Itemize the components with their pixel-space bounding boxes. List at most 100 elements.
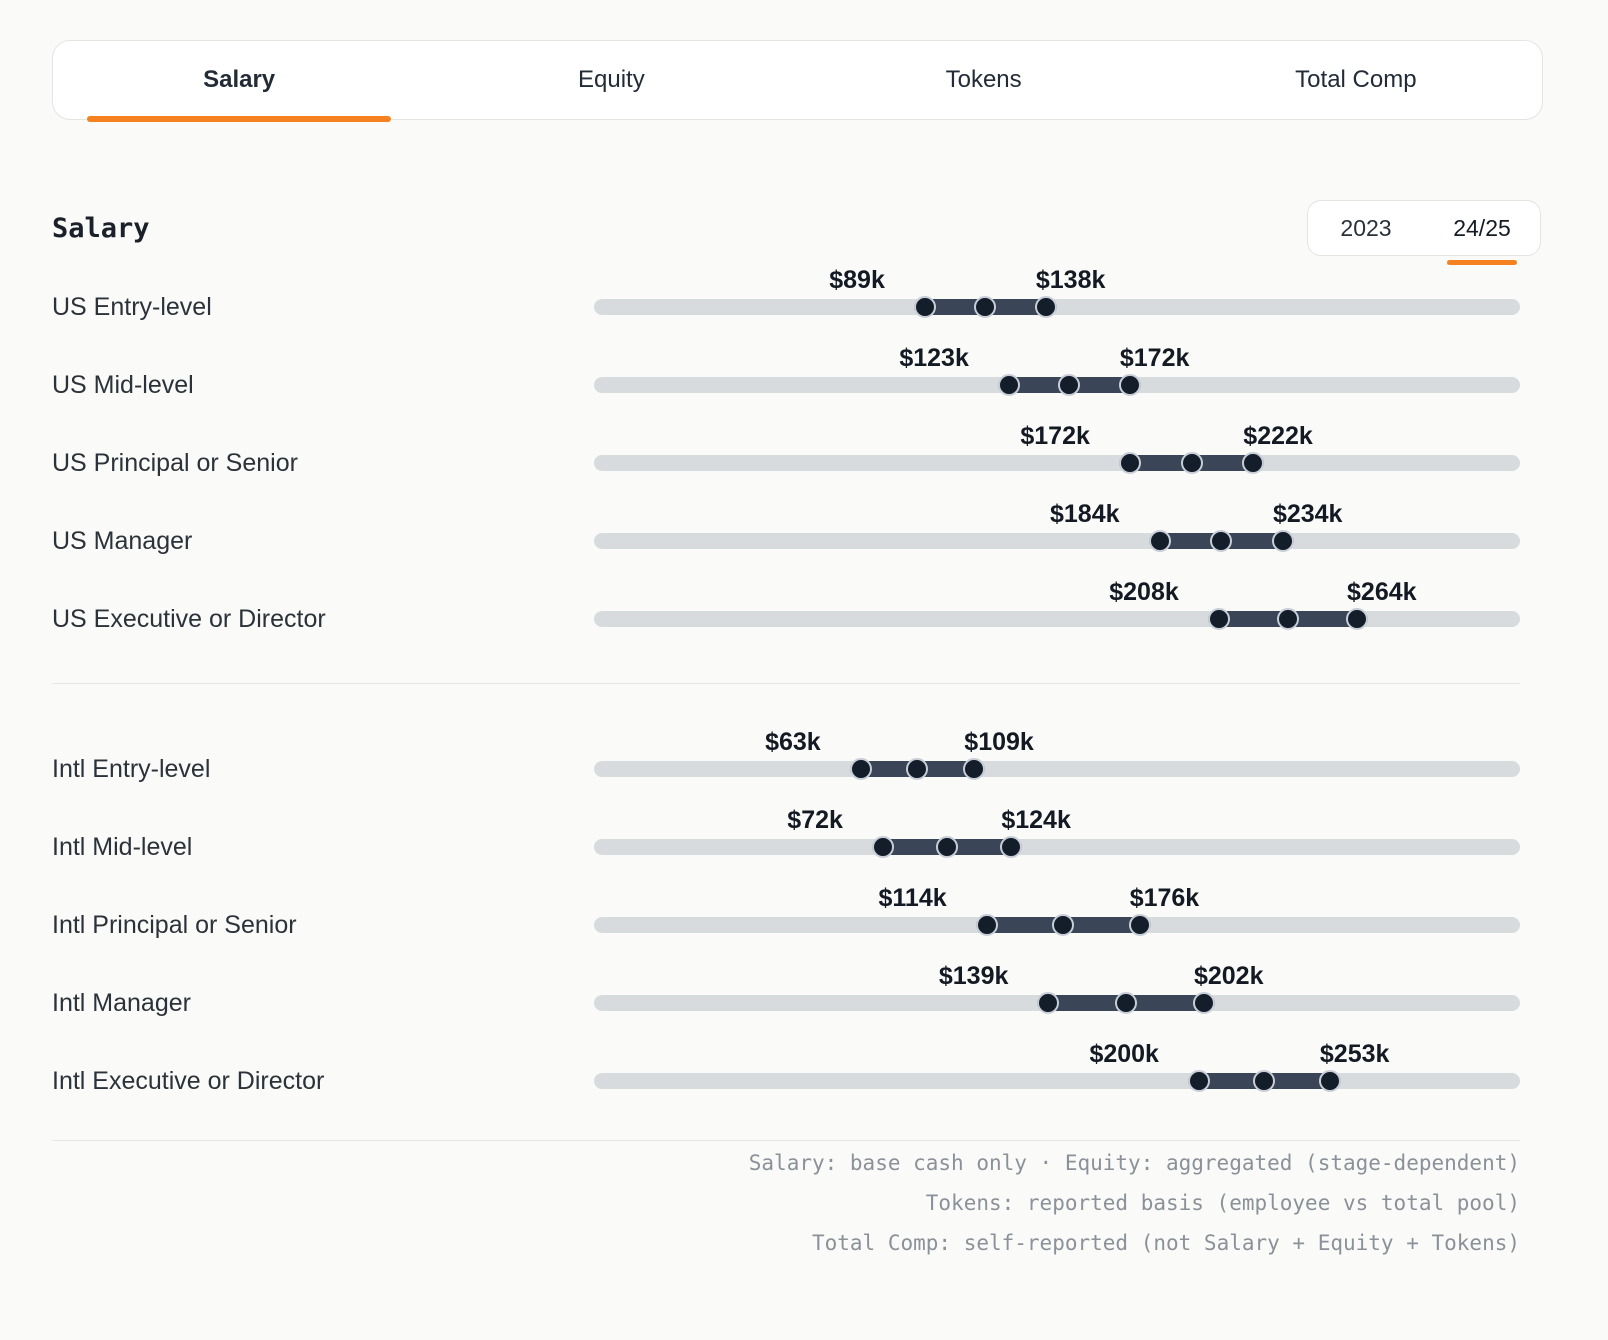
mid-handle[interactable] [974,296,997,318]
max-handle[interactable] [1318,1070,1341,1092]
tab-bar: Salary Equity Tokens Total Comp [52,40,1543,122]
tab-tokens[interactable]: Tokens [798,41,1170,119]
range-slider[interactable]: $172k $222k [594,422,1520,474]
max-handle[interactable] [1128,914,1151,936]
min-handle[interactable] [1118,452,1141,474]
footer-divider [52,1140,1520,1141]
max-value-label: $109k [964,728,1034,756]
row-label: Intl Manager [52,988,191,1017]
tab-tokens-label: Tokens [945,66,1022,93]
min-value-label: $114k [878,884,947,912]
range-slider[interactable]: $139k $202k [594,962,1520,1014]
range-slider[interactable]: $208k $264k [594,578,1520,630]
mid-handle[interactable] [1115,992,1138,1014]
row-label: Intl Mid-level [52,832,193,861]
intl-salary-rows: Intl Entry-level $63k $109k Intl Mid-lev… [52,728,1520,1120]
salary-row: Intl Mid-level $72k $124k [52,806,1520,886]
year-toggle-active-underline [1447,260,1517,265]
tab-salary-label: Salary [203,66,276,93]
footnotes: Salary: base cash only · Equity: aggrega… [52,1143,1520,1263]
salary-row: Intl Entry-level $63k $109k [52,728,1520,808]
section-divider [52,683,1520,684]
max-value-label: $176k [1129,884,1200,912]
min-handle[interactable] [849,758,872,780]
mid-handle[interactable] [1276,608,1299,630]
mid-handle[interactable] [906,758,929,780]
max-handle[interactable] [1118,374,1141,396]
mid-handle[interactable] [1058,374,1081,396]
row-label: US Entry-level [52,292,212,321]
mid-handle[interactable] [1180,452,1203,474]
section-title: Salary [52,212,150,244]
range-slider[interactable]: $89k $138k [594,266,1520,318]
max-handle[interactable] [1034,296,1057,318]
tab-equity[interactable]: Equity [425,41,797,119]
max-value-label: $253k [1319,1040,1390,1068]
range-slider[interactable]: $184k $234k [594,500,1520,552]
min-value-label: $184k [1049,500,1120,528]
salary-row: Intl Manager $139k $202k [52,962,1520,1042]
max-handle[interactable] [1192,992,1215,1014]
max-value-label: $172k [1119,344,1190,372]
salary-row: US Executive or Director $208k $264k [52,578,1520,658]
min-handle[interactable] [871,836,894,858]
row-label: US Manager [52,526,193,555]
max-handle[interactable] [1271,530,1294,552]
tab-salary[interactable]: Salary [53,41,425,122]
min-handle[interactable] [997,374,1020,396]
tab-equity-label: Equity [578,66,645,93]
row-label: US Principal or Senior [52,448,298,477]
tab-total-comp-label: Total Comp [1295,66,1417,93]
active-tab-underline [87,116,392,122]
min-handle[interactable] [1187,1070,1210,1092]
max-value-label: $222k [1243,422,1313,450]
min-handle[interactable] [1148,530,1171,552]
range-slider[interactable]: $200k $253k [594,1040,1520,1092]
year-option-2023[interactable]: 2023 [1340,214,1392,241]
range-slider[interactable]: $63k $109k [594,728,1520,780]
section-header: Salary 2023 24/25 [52,200,1541,265]
range-slider[interactable]: $123k $172k [594,344,1520,396]
salary-row: US Mid-level $123k $172k [52,344,1520,424]
footnote-line: Salary: base cash only · Equity: aggrega… [748,1151,1520,1175]
year-option-24-25[interactable]: 24/25 [1453,214,1511,241]
min-value-label: $208k [1109,578,1179,606]
min-value-label: $63k [765,728,821,756]
salary-row: Intl Principal or Senior $114k $176k [52,884,1520,964]
max-value-label: $234k [1272,500,1343,528]
min-handle[interactable] [913,296,936,318]
year-toggle: 2023 24/25 [1307,200,1541,265]
max-value-label: $264k [1347,578,1417,606]
tab-total-comp[interactable]: Total Comp [1170,41,1542,119]
min-handle[interactable] [975,914,998,936]
salary-row: Intl Executive or Director $200k $253k [52,1040,1520,1120]
max-handle[interactable] [1242,452,1265,474]
max-handle[interactable] [1346,608,1369,630]
row-label: Intl Principal or Senior [52,910,297,939]
footnote-line: Tokens: reported basis (employee vs tota… [925,1191,1520,1215]
min-value-label: $200k [1089,1040,1159,1068]
min-value-label: $89k [829,266,885,294]
min-handle[interactable] [1207,608,1230,630]
range-slider[interactable]: $114k $176k [594,884,1520,936]
min-handle[interactable] [1037,992,1060,1014]
us-salary-rows: US Entry-level $89k $138k US Mid-level $… [52,266,1520,658]
mid-handle[interactable] [936,836,959,858]
min-value-label: $72k [787,806,843,834]
salary-row: US Principal or Senior $172k $222k [52,422,1520,502]
range-slider[interactable]: $72k $124k [594,806,1520,858]
min-value-label: $139k [938,962,1009,990]
row-label: US Executive or Director [52,604,326,633]
mid-handle[interactable] [1210,530,1233,552]
row-label: Intl Entry-level [52,754,211,783]
min-value-label: $172k [1020,422,1090,450]
row-label: US Mid-level [52,370,194,399]
mid-handle[interactable] [1052,914,1075,936]
max-handle[interactable] [1000,836,1023,858]
row-label: Intl Executive or Director [52,1066,325,1095]
max-handle[interactable] [963,758,986,780]
max-value-label: $138k [1035,266,1106,294]
max-value-label: $202k [1193,962,1264,990]
mid-handle[interactable] [1253,1070,1276,1092]
salary-row: US Manager $184k $234k [52,500,1520,580]
